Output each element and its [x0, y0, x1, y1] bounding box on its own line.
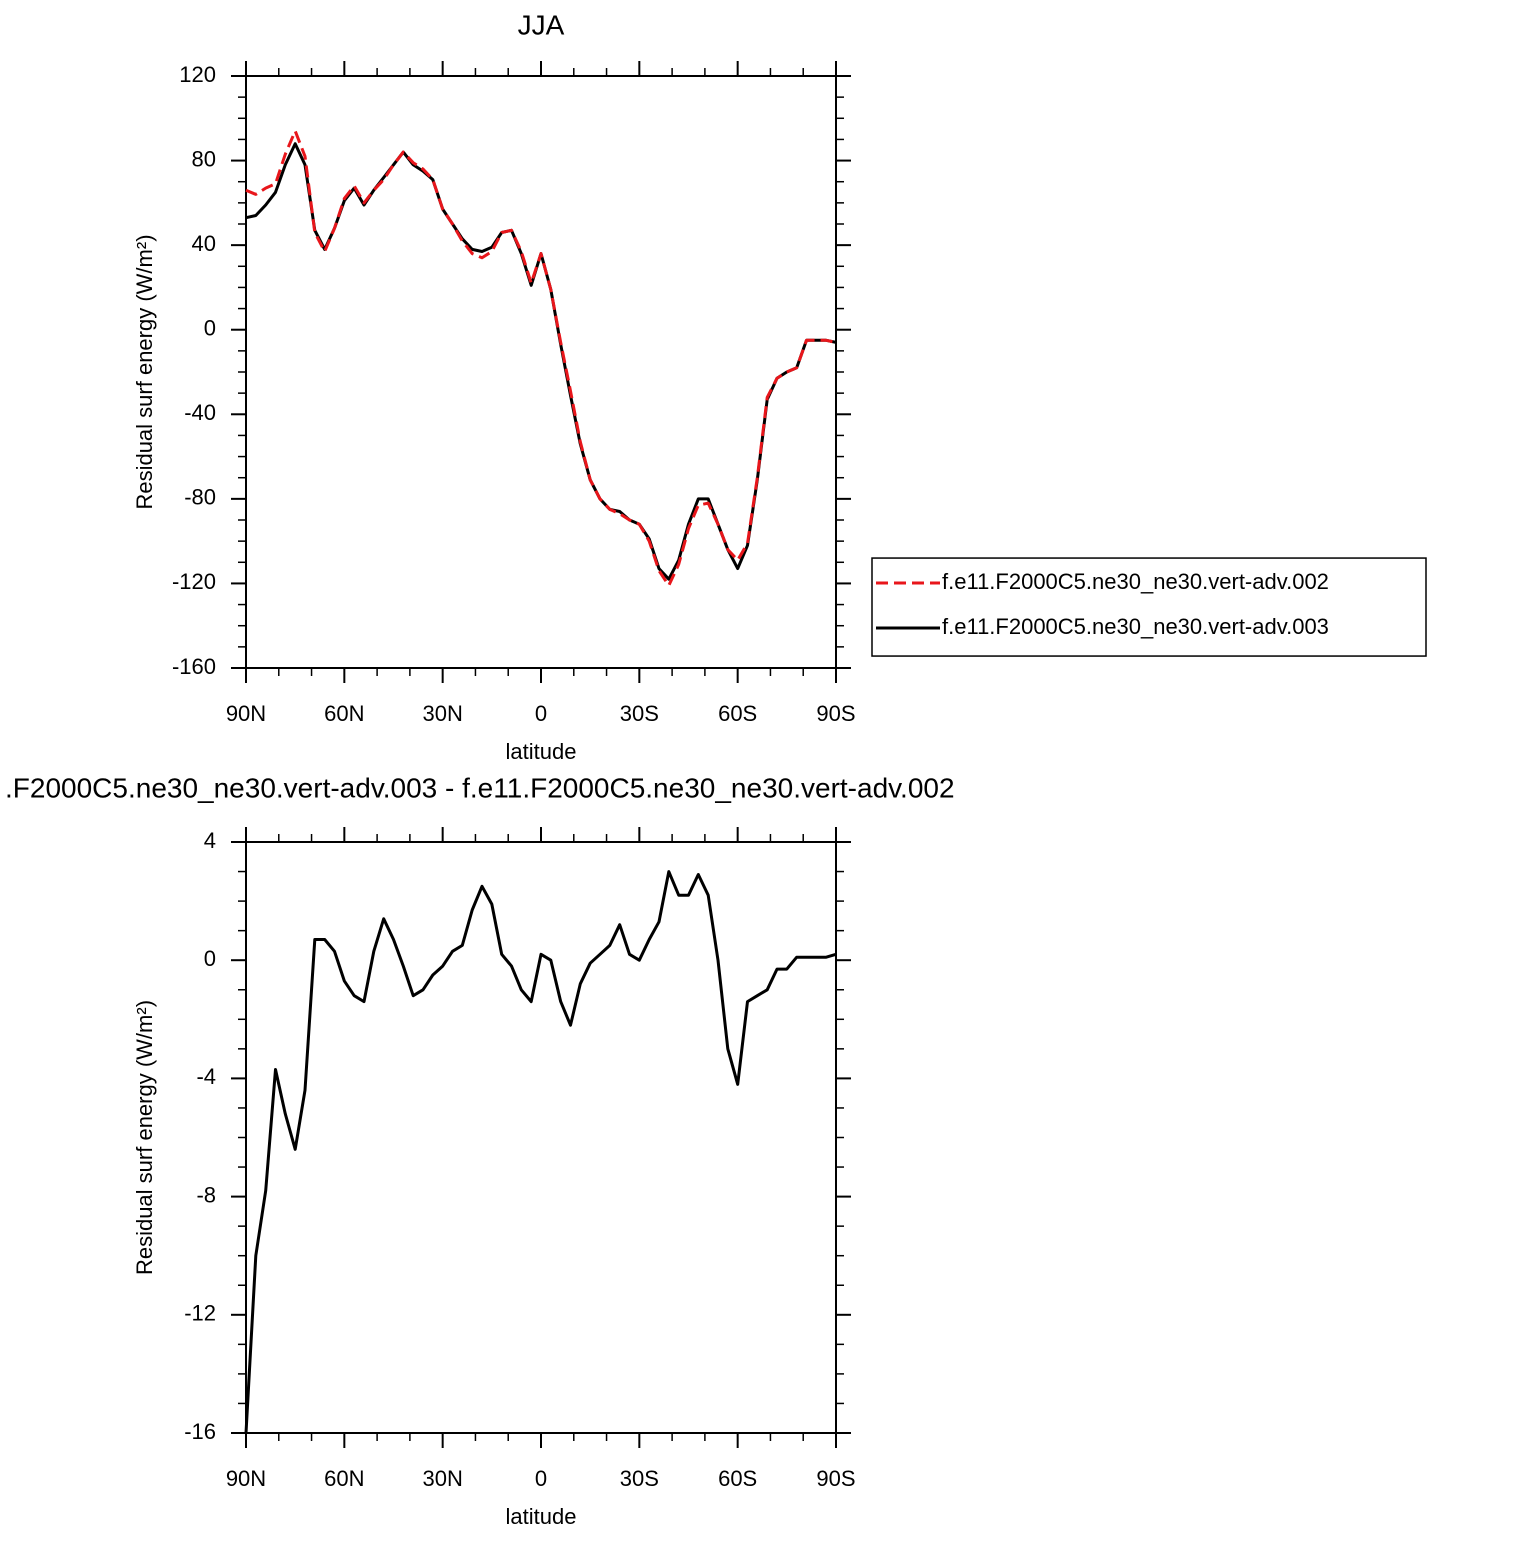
x-tick-label: 30S [620, 701, 659, 726]
y-tick-label: -80 [184, 485, 216, 510]
y-tick-label: -16 [184, 1419, 216, 1444]
x-tick-label: 0 [535, 1466, 547, 1491]
x-tick-label: 90S [816, 701, 855, 726]
x-tick-label: 90N [226, 701, 266, 726]
y-tick-label: 0 [204, 946, 216, 971]
x-tick-label: 30S [620, 1466, 659, 1491]
y-axis-label: Residual surf energy (W/m²) [132, 234, 157, 509]
x-tick-label: 90S [816, 1466, 855, 1491]
x-tick-label: 90N [226, 1466, 266, 1491]
legend-label: f.e11.F2000C5.ne30_ne30.vert-adv.003 [942, 614, 1329, 639]
chart-title: JJA [518, 9, 565, 40]
x-tick-label: 60S [718, 701, 757, 726]
legend: f.e11.F2000C5.ne30_ne30.vert-adv.002 f.e1… [871, 557, 1427, 657]
legend-label: f.e11.F2000C5.ne30_ne30.vert-adv.002 [942, 569, 1329, 594]
y-tick-label: -40 [184, 400, 216, 425]
x-tick-label: 30N [422, 701, 462, 726]
y-tick-label: 40 [192, 231, 216, 256]
data-line [245, 142, 837, 581]
y-axis-label: Residual surf energy (W/m²) [132, 1000, 157, 1275]
y-tick-label: 120 [179, 62, 216, 87]
y-tick-label: -120 [172, 569, 216, 594]
x-axis-label: latitude [506, 1504, 577, 1529]
y-tick-label: -12 [184, 1301, 216, 1326]
y-tick-label: -160 [172, 654, 216, 679]
y-tick-label: -4 [196, 1064, 216, 1089]
chart-title: .F2000C5.ne30_ne30.vert-adv.003 - f.e11.… [5, 772, 955, 803]
y-tick-label: 0 [204, 316, 216, 341]
y-tick-label: 4 [204, 828, 216, 853]
legend-box [871, 557, 1427, 657]
plot-frame [245, 841, 837, 1434]
x-axis-label: latitude [506, 739, 577, 764]
x-tick-label: 60S [718, 1466, 757, 1491]
x-tick-label: 0 [535, 701, 547, 726]
x-tick-label: 60N [324, 701, 364, 726]
x-tick-label: 60N [324, 1466, 364, 1491]
x-tick-label: 30N [422, 1466, 462, 1491]
data-line [244, 870, 837, 1434]
y-tick-label: -8 [196, 1182, 216, 1207]
plot-frame [245, 75, 837, 669]
y-tick-label: 80 [192, 146, 216, 171]
data-line [245, 129, 837, 587]
